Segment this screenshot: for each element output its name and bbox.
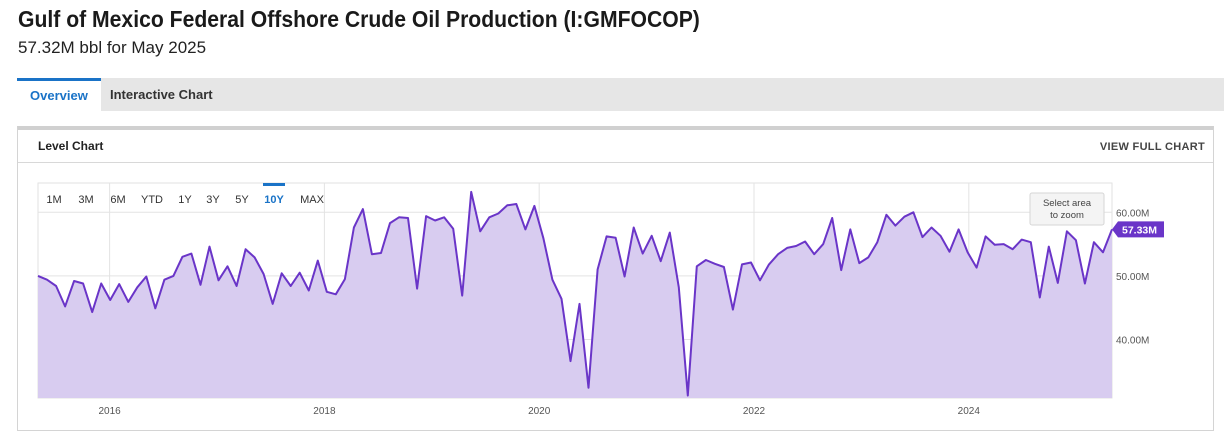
zoom-hint-line-1: Select area (1043, 198, 1092, 209)
range-active-indicator (263, 183, 285, 186)
last-value-label: 57.33M (1122, 224, 1157, 236)
range-button-1m[interactable]: 1M (46, 194, 61, 206)
range-button-3y[interactable]: 3Y (206, 194, 220, 206)
x-tick-label: 2020 (528, 406, 551, 417)
x-tick-label: 2018 (313, 406, 336, 417)
y-tick-label: 40.00M (1116, 335, 1149, 346)
range-button-ytd[interactable]: YTD (141, 194, 163, 206)
x-tick-label: 2022 (743, 406, 766, 417)
range-button-max[interactable]: MAX (300, 194, 325, 206)
series-area (38, 191, 1112, 398)
view-full-chart-link[interactable]: VIEW FULL CHART (1099, 141, 1205, 153)
panel-header: Level Chart VIEW FULL CHART (18, 130, 1213, 163)
range-button-1y[interactable]: 1Y (178, 194, 192, 206)
range-button-3m[interactable]: 3M (78, 194, 93, 206)
tab-overview[interactable]: Overview (17, 78, 101, 111)
panel-title: Level Chart (38, 139, 104, 153)
tab-interactive-chart[interactable]: Interactive Chart (110, 87, 213, 102)
page-title: Gulf of Mexico Federal Offshore Crude Oi… (18, 6, 700, 32)
y-tick-label: 60.00M (1116, 208, 1149, 219)
y-tick-label: 50.00M (1116, 272, 1149, 283)
zoom-hint-line-2: to zoom (1050, 210, 1084, 221)
zoom-hint-box: Select area to zoom (1029, 192, 1105, 226)
page-subtitle: 57.32M bbl for May 2025 (18, 38, 207, 57)
x-tick-label: 2024 (958, 406, 981, 417)
range-button-10y[interactable]: 10Y (264, 194, 284, 206)
last-value-badge: 57.33M (1112, 221, 1164, 238)
range-button-5y[interactable]: 5Y (235, 194, 249, 206)
tab-bar: Overview Interactive Chart (17, 78, 1224, 111)
x-tick-label: 2016 (98, 406, 121, 417)
series-line (37, 190, 1113, 397)
range-button-6m[interactable]: 6M (110, 194, 125, 206)
